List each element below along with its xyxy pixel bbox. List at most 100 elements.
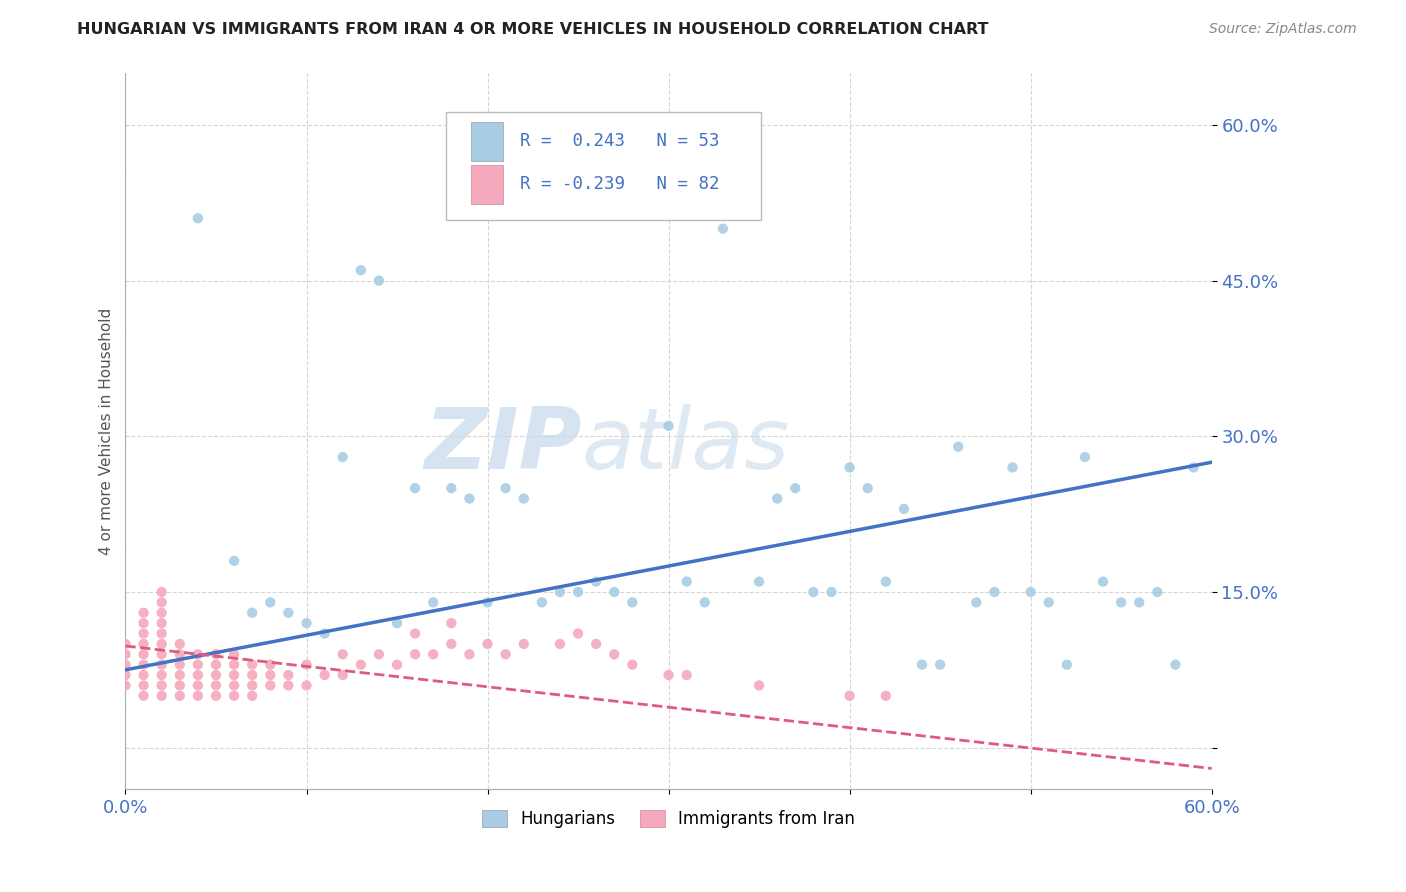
Point <box>548 637 571 651</box>
Point <box>385 657 408 672</box>
Point <box>114 647 136 661</box>
Point <box>548 585 571 599</box>
Point <box>277 606 299 620</box>
Point <box>803 585 825 599</box>
Point <box>132 637 155 651</box>
Point <box>513 491 536 506</box>
Point <box>240 606 263 620</box>
Point <box>240 657 263 672</box>
Point <box>314 668 336 682</box>
Point <box>1109 595 1132 609</box>
Point <box>150 626 173 640</box>
Y-axis label: 4 or more Vehicles in Household: 4 or more Vehicles in Household <box>100 308 114 555</box>
Point <box>856 481 879 495</box>
Point <box>603 585 626 599</box>
Point <box>205 647 228 661</box>
Point <box>820 585 842 599</box>
Point <box>222 678 245 692</box>
Point <box>1001 460 1024 475</box>
Point <box>766 491 789 506</box>
Point <box>277 668 299 682</box>
Point <box>929 657 952 672</box>
Point <box>477 595 499 609</box>
Point <box>838 460 860 475</box>
Point <box>1146 585 1168 599</box>
Point <box>948 440 970 454</box>
Point <box>259 595 281 609</box>
Text: R =  0.243   N = 53: R = 0.243 N = 53 <box>520 132 720 151</box>
Point <box>368 647 391 661</box>
Point <box>875 689 897 703</box>
Point <box>621 595 644 609</box>
Point <box>458 491 481 506</box>
Point <box>240 678 263 692</box>
Point <box>222 689 245 703</box>
Point <box>332 647 354 661</box>
Point <box>567 626 589 640</box>
Point <box>675 574 697 589</box>
Point <box>114 678 136 692</box>
Point <box>222 657 245 672</box>
Point <box>150 595 173 609</box>
Text: R = -0.239   N = 82: R = -0.239 N = 82 <box>520 176 720 194</box>
Point <box>1038 595 1060 609</box>
Point <box>205 657 228 672</box>
Point <box>440 481 463 495</box>
Point <box>205 668 228 682</box>
Point <box>205 689 228 703</box>
Point <box>259 657 281 672</box>
Point <box>150 678 173 692</box>
Point <box>675 668 697 682</box>
Point <box>422 595 444 609</box>
Point <box>385 616 408 631</box>
Point <box>150 647 173 661</box>
Point <box>169 689 191 703</box>
Point <box>295 678 318 692</box>
Point <box>530 595 553 609</box>
FancyBboxPatch shape <box>446 112 761 219</box>
Point <box>513 637 536 651</box>
Point <box>585 574 607 589</box>
Point <box>911 657 934 672</box>
Point <box>332 450 354 464</box>
Point <box>893 502 915 516</box>
Point <box>259 668 281 682</box>
FancyBboxPatch shape <box>471 165 503 204</box>
Point <box>169 657 191 672</box>
Point <box>440 637 463 651</box>
Point <box>1128 595 1150 609</box>
Point <box>222 668 245 682</box>
Point <box>240 668 263 682</box>
Point <box>150 657 173 672</box>
Text: ZIP: ZIP <box>425 404 582 487</box>
Point <box>748 574 770 589</box>
Point <box>350 657 373 672</box>
Text: HUNGARIAN VS IMMIGRANTS FROM IRAN 4 OR MORE VEHICLES IN HOUSEHOLD CORRELATION CH: HUNGARIAN VS IMMIGRANTS FROM IRAN 4 OR M… <box>77 22 988 37</box>
Point <box>295 657 318 672</box>
Point <box>658 418 681 433</box>
Point <box>277 678 299 692</box>
Point <box>169 668 191 682</box>
Legend: Hungarians, Immigrants from Iran: Hungarians, Immigrants from Iran <box>475 803 862 835</box>
Point <box>838 689 860 703</box>
Point <box>422 647 444 661</box>
Point <box>114 657 136 672</box>
Point <box>603 647 626 661</box>
Point <box>658 668 681 682</box>
Point <box>785 481 807 495</box>
Point <box>132 606 155 620</box>
Point <box>187 668 209 682</box>
Point <box>693 595 716 609</box>
Point <box>621 657 644 672</box>
Point <box>965 595 987 609</box>
Point <box>1019 585 1042 599</box>
Point <box>404 626 426 640</box>
Point <box>187 647 209 661</box>
Point <box>477 637 499 651</box>
FancyBboxPatch shape <box>471 121 503 161</box>
Point <box>332 668 354 682</box>
Point <box>458 647 481 661</box>
Point <box>875 574 897 589</box>
Point <box>1164 657 1187 672</box>
Point <box>350 263 373 277</box>
